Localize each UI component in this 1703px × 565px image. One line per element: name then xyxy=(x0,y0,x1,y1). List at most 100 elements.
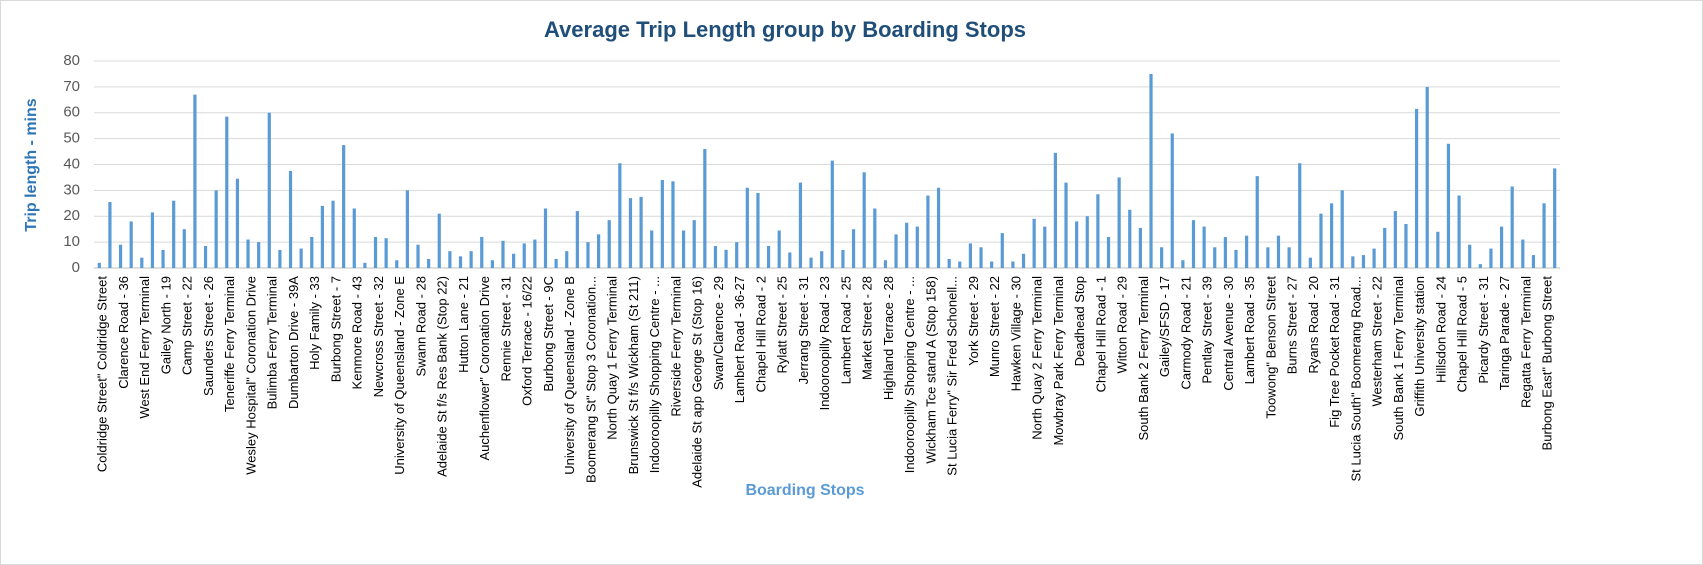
x-tick-label: Holy Family - 33 xyxy=(307,276,322,370)
bar xyxy=(958,261,962,268)
bar xyxy=(565,251,569,268)
bar xyxy=(288,170,293,268)
bar xyxy=(310,236,314,268)
bar xyxy=(118,244,123,268)
bar xyxy=(735,242,739,268)
bar xyxy=(257,242,261,268)
x-tick-label: Riverside Ferry Terminal xyxy=(668,276,683,417)
bar xyxy=(660,180,664,268)
bar xyxy=(320,205,324,268)
bar xyxy=(1340,190,1344,268)
bar xyxy=(820,251,824,268)
x-tick-label: Adelaide St f/s Res Bank (Stop 22) xyxy=(435,276,450,477)
x-tick-label: Ryans Road - 20 xyxy=(1306,276,1321,374)
bar xyxy=(1553,168,1557,268)
x-tick-label: York Street - 29 xyxy=(966,276,981,366)
bar xyxy=(1393,211,1397,268)
bar xyxy=(671,181,675,268)
x-tick-label: Wickham Tce stand A (Stop 158) xyxy=(923,276,938,464)
x-tick-label: Central Avenue - 30 xyxy=(1221,276,1236,391)
bar xyxy=(1223,236,1227,268)
x-tick-label: University of Queensland - Zone B xyxy=(562,276,577,475)
bar xyxy=(788,252,792,268)
x-tick-label: West End Ferry Terminal xyxy=(137,276,152,419)
bar xyxy=(1255,176,1259,268)
bar xyxy=(968,243,973,268)
x-tick-label: Camp Street - 22 xyxy=(180,276,195,375)
x-tick-label: Chapel Hill Road - 2 xyxy=(753,276,768,392)
bar xyxy=(1149,73,1153,268)
bar xyxy=(490,260,494,268)
y-tick-label: 40 xyxy=(63,155,80,172)
bar xyxy=(1170,133,1174,268)
bar xyxy=(1160,247,1164,268)
bar xyxy=(129,221,133,268)
bar xyxy=(628,198,633,268)
x-tick-label: Coldridge Street" Coldridge Street xyxy=(95,276,110,472)
bar xyxy=(575,211,579,268)
bar xyxy=(448,251,452,268)
bar xyxy=(905,222,909,268)
x-tick-label: South Bank 1 Ferry Terminal xyxy=(1391,276,1406,441)
bar xyxy=(756,192,760,268)
x-tick-label: Jerrang Street - 31 xyxy=(796,276,811,384)
bar xyxy=(150,212,155,268)
bar xyxy=(1308,257,1312,268)
bar xyxy=(1043,226,1047,268)
x-tick-label: Witton Road - 29 xyxy=(1115,276,1130,374)
x-tick-label: Swan/Clarence - 29 xyxy=(711,276,726,390)
x-tick-label: Deadhead Stop xyxy=(1072,276,1087,366)
bar xyxy=(1298,163,1302,268)
bar xyxy=(1351,256,1355,268)
x-tick-label: Teneriffe Ferry Terminal xyxy=(222,276,237,412)
bar xyxy=(1000,233,1004,268)
bar xyxy=(1213,247,1217,268)
x-tick-label: Chapel Hill Road - 1 xyxy=(1093,276,1108,392)
bar xyxy=(597,234,601,268)
x-tick-label: South Bank 2 Ferry Terminal xyxy=(1136,276,1151,441)
bar xyxy=(936,187,941,268)
bar xyxy=(766,246,771,268)
bar xyxy=(373,236,378,268)
bar xyxy=(1085,216,1089,268)
x-tick-label: St Lucia Ferry" Sir Fred Schonell... xyxy=(945,276,960,476)
x-tick-label: Market Street - 28 xyxy=(860,276,875,380)
bar xyxy=(1021,253,1026,268)
x-tick-label: Burbong Street - 7 xyxy=(328,276,343,382)
y-tick-label: 0 xyxy=(72,259,80,276)
bar xyxy=(1276,235,1281,268)
bar xyxy=(851,229,856,268)
bar xyxy=(1383,227,1387,268)
bar xyxy=(809,257,813,268)
bar xyxy=(1064,182,1068,268)
bar xyxy=(639,196,643,268)
bar xyxy=(681,230,686,268)
bar xyxy=(533,239,537,268)
bar xyxy=(650,230,654,268)
x-tick-label: Indooroopilly Shopping Centre - ... xyxy=(902,276,917,473)
x-tick-label: Hawken Village - 30 xyxy=(1008,276,1023,391)
bar xyxy=(1510,186,1514,268)
x-tick-label: Brunswick St f/s Wickham (St 211) xyxy=(626,276,641,474)
bar xyxy=(182,229,186,268)
x-tick-label: Newcross Street - 32 xyxy=(371,276,386,397)
bar xyxy=(830,160,834,268)
bar xyxy=(384,238,388,268)
bar xyxy=(926,195,930,268)
bar xyxy=(1138,227,1142,268)
bar xyxy=(947,258,951,268)
bar xyxy=(1404,224,1408,268)
bar xyxy=(798,182,803,268)
bar xyxy=(1542,203,1546,268)
bar xyxy=(1319,213,1323,268)
bar xyxy=(894,234,898,268)
x-axis-label: Boarding Stops xyxy=(745,482,864,499)
bar xyxy=(427,258,431,268)
x-tick-label: Hillsdon Road - 24 xyxy=(1433,276,1448,383)
bar xyxy=(883,260,888,268)
bar xyxy=(841,249,845,268)
x-tick-label: Munro Street - 22 xyxy=(987,276,1002,377)
bar xyxy=(1436,231,1440,268)
y-tick-label: 20 xyxy=(63,207,80,224)
